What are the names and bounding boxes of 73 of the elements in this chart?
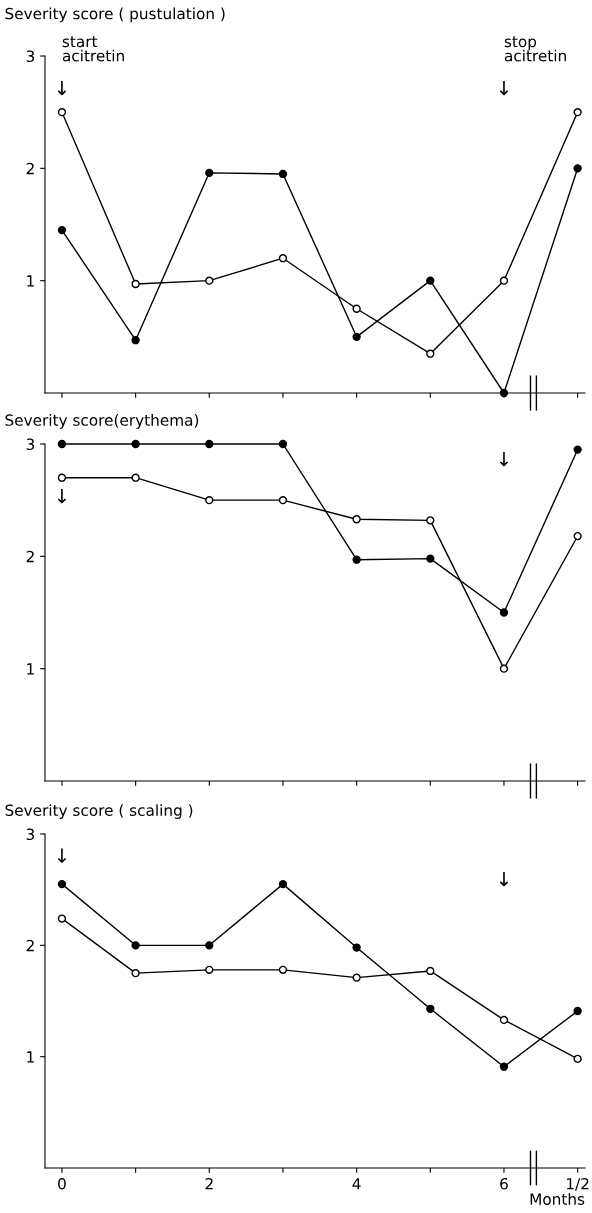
point [278, 439, 288, 449]
y-axis-title: Severity score ( scaling ) [5, 804, 193, 819]
x-tick-label: 2 [205, 1177, 213, 1190]
y-tick-label: 3 [26, 828, 35, 841]
point [426, 554, 435, 563]
point [278, 965, 288, 974]
x-tick-label: 6 [500, 1177, 508, 1190]
point [499, 664, 509, 673]
point [131, 473, 140, 482]
annotation: ↓ [499, 80, 509, 96]
point [573, 107, 582, 117]
y-tick-label: 3 [26, 438, 35, 451]
x-tick-label: 1/2 [567, 1177, 589, 1191]
point [57, 107, 67, 117]
point [205, 168, 214, 177]
point [57, 439, 67, 449]
point [278, 879, 288, 889]
point [57, 914, 67, 923]
x-tick-label: 4 [352, 1178, 361, 1190]
y-tick-label: 1 [27, 1051, 34, 1063]
point [131, 279, 140, 289]
x-axis-title: Months [530, 1193, 585, 1205]
point [352, 943, 361, 952]
point [278, 254, 288, 263]
point [205, 276, 214, 285]
point [499, 1015, 509, 1025]
point [57, 473, 67, 482]
point [205, 495, 214, 505]
y-axis-title: Severity score(erythema) [5, 414, 199, 429]
point [573, 164, 582, 173]
point [499, 276, 509, 285]
point [352, 973, 361, 982]
point [426, 966, 435, 976]
x-tick-label: 0 [58, 1177, 66, 1190]
point [131, 439, 140, 449]
point [499, 1062, 509, 1071]
y-tick-label: 1 [27, 275, 34, 287]
annotation: ↓ [499, 452, 509, 467]
y-tick-label: 3 [26, 50, 35, 63]
point [352, 332, 361, 342]
y-axis-title: Severity score ( pustulation ) [5, 7, 225, 23]
point [57, 225, 67, 235]
point [499, 608, 509, 617]
annotation: ↓ [57, 489, 67, 504]
y-tick-label: 1 [27, 663, 34, 675]
y-tick-label: 2 [26, 939, 34, 952]
annotation: ↓ [57, 848, 67, 863]
point [426, 516, 435, 525]
point [352, 555, 361, 564]
y-tick-label: 2 [26, 550, 34, 563]
point [573, 531, 582, 541]
point [426, 276, 435, 285]
point [278, 169, 288, 179]
point [57, 879, 67, 889]
point [205, 965, 214, 974]
annotation: ↓ [57, 80, 67, 96]
annotation: start acitretin [62, 36, 124, 62]
point [573, 1006, 582, 1016]
point [205, 439, 214, 449]
point [131, 941, 140, 950]
point [278, 495, 288, 505]
point [426, 349, 435, 358]
y-tick-label: 2 [26, 162, 34, 175]
point [426, 1004, 435, 1013]
point [352, 515, 361, 524]
point [573, 1054, 582, 1064]
point [131, 336, 140, 345]
annotation: stop acitretin [504, 36, 566, 62]
point [131, 968, 140, 978]
annotation: ↓ [499, 871, 509, 887]
point [205, 941, 214, 950]
point [352, 304, 361, 313]
point [573, 445, 582, 454]
